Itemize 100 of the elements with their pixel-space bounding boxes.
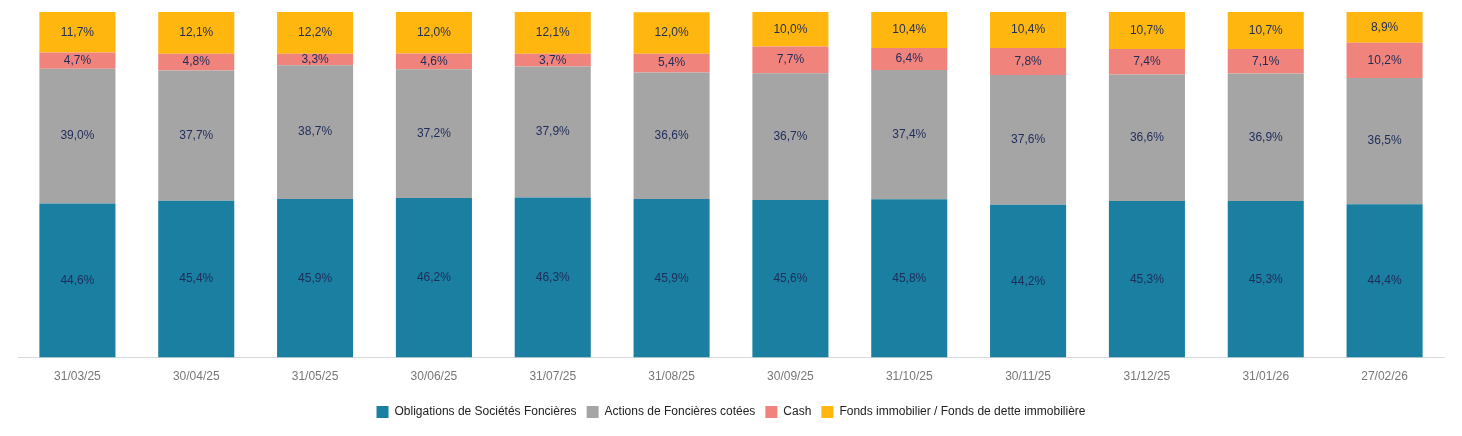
data-label: 10,4%: [892, 22, 927, 37]
x-tick-label: 31/12/25: [1123, 369, 1171, 384]
data-label: 7,1%: [1252, 53, 1280, 68]
bar: [752, 200, 829, 358]
bar: [871, 47, 948, 71]
x-tick-label: 31/08/25: [648, 369, 696, 384]
data-label: 12,1%: [179, 25, 214, 40]
data-label: 12,2%: [298, 25, 333, 40]
x-tick-label: 31/03/25: [54, 369, 102, 384]
data-label: 36,6%: [1129, 130, 1165, 145]
x-tick-label: 27/02/26: [1361, 369, 1409, 384]
data-label: 3,7%: [539, 52, 567, 67]
bar: [158, 200, 235, 358]
x-tick-label: 30/11/25: [1005, 369, 1052, 384]
data-label: 44,6%: [60, 272, 95, 287]
x-tick-label: 31/05/25: [291, 369, 339, 384]
data-label: 45,3%: [1129, 271, 1165, 286]
x-tick-label: 30/09/25: [767, 369, 815, 384]
data-label: 3,3%: [301, 51, 330, 66]
legend-label: Obligations de Sociétés Foncières: [394, 404, 577, 419]
bar: [277, 65, 354, 199]
data-label: 7,8%: [1014, 53, 1043, 68]
data-label: 36,9%: [1248, 129, 1284, 144]
bar: [277, 198, 354, 358]
data-label: 37,2%: [416, 125, 452, 140]
bar: [1108, 48, 1185, 75]
data-label: 5,4%: [657, 55, 686, 70]
data-label: 7,7%: [776, 52, 805, 67]
bar: [633, 198, 710, 358]
bar: [990, 12, 1067, 48]
bar: [158, 12, 235, 54]
bar: [1227, 48, 1304, 74]
bar: [1346, 78, 1423, 205]
bar: [39, 12, 116, 53]
bar: [1346, 12, 1423, 43]
data-label: 36,7%: [773, 128, 808, 143]
data-label: 45,6%: [773, 271, 808, 286]
data-label: 4,7%: [63, 52, 92, 67]
bar: [871, 199, 948, 358]
data-label: 45,9%: [654, 270, 689, 285]
bar: [39, 203, 116, 358]
bar: [752, 46, 829, 74]
bar: [990, 204, 1067, 358]
bar: [395, 69, 472, 198]
data-label: 12,1%: [535, 25, 571, 40]
x-tick-label: 31/01/26: [1242, 369, 1290, 384]
bar: [1227, 12, 1304, 49]
data-label: 10,7%: [1129, 22, 1165, 37]
x-tick-label: 30/06/25: [410, 369, 458, 384]
data-label: 11,7%: [60, 24, 95, 39]
bar: [990, 74, 1067, 205]
data-label: 10,0%: [773, 21, 808, 36]
data-label: 44,4%: [1367, 273, 1402, 288]
data-label: 45,4%: [179, 271, 214, 286]
bar: [1108, 201, 1185, 358]
data-label: 10,7%: [1248, 22, 1284, 37]
data-label: 7,4%: [1133, 54, 1161, 69]
legend-label: Fonds immobilier / Fonds de dette immobilière: [839, 404, 1086, 419]
data-label: 38,7%: [298, 124, 333, 139]
bar: [395, 197, 472, 358]
bar: [158, 70, 235, 201]
bar: [990, 47, 1067, 75]
data-label: 39,0%: [60, 128, 95, 143]
data-label: 37,4%: [892, 127, 927, 141]
bar: [514, 66, 591, 198]
data-label: 4,6%: [420, 53, 448, 68]
bar: [1108, 74, 1185, 202]
bar: [871, 70, 948, 200]
data-label: 6,4%: [895, 51, 924, 66]
bar: [752, 73, 829, 201]
data-label: 37,7%: [179, 127, 214, 142]
bar: [871, 12, 948, 48]
bar: [1108, 12, 1185, 49]
bar: [1346, 42, 1423, 79]
data-label: 12,0%: [654, 25, 689, 40]
data-label: 44,2%: [1011, 273, 1046, 288]
data-label: 10,4%: [1011, 22, 1046, 37]
data-label: 10,2%: [1367, 52, 1402, 67]
bar: [395, 12, 472, 54]
bar: [1346, 204, 1423, 358]
data-label: 36,5%: [1367, 133, 1402, 148]
bar: [39, 68, 116, 204]
data-label: 36,6%: [654, 128, 689, 143]
data-label: 4,8%: [182, 54, 211, 69]
bar: [633, 72, 710, 199]
bar: [514, 197, 591, 358]
data-label: 37,9%: [535, 124, 571, 139]
legend-label: Actions de Foncières cotées: [604, 404, 756, 419]
x-tick-label: 31/10/25: [885, 369, 933, 384]
bar: [752, 12, 829, 47]
data-label: 45,8%: [892, 270, 927, 285]
bar: [1227, 73, 1304, 202]
data-label: 46,3%: [535, 269, 571, 284]
legend-label: Cash: [783, 404, 812, 419]
data-label: 37,6%: [1011, 132, 1046, 147]
bar: [633, 12, 710, 54]
bar: [39, 52, 116, 69]
bar: [277, 12, 354, 54]
data-label: 12,0%: [416, 25, 452, 40]
x-tick-label: 31/07/25: [529, 369, 577, 384]
